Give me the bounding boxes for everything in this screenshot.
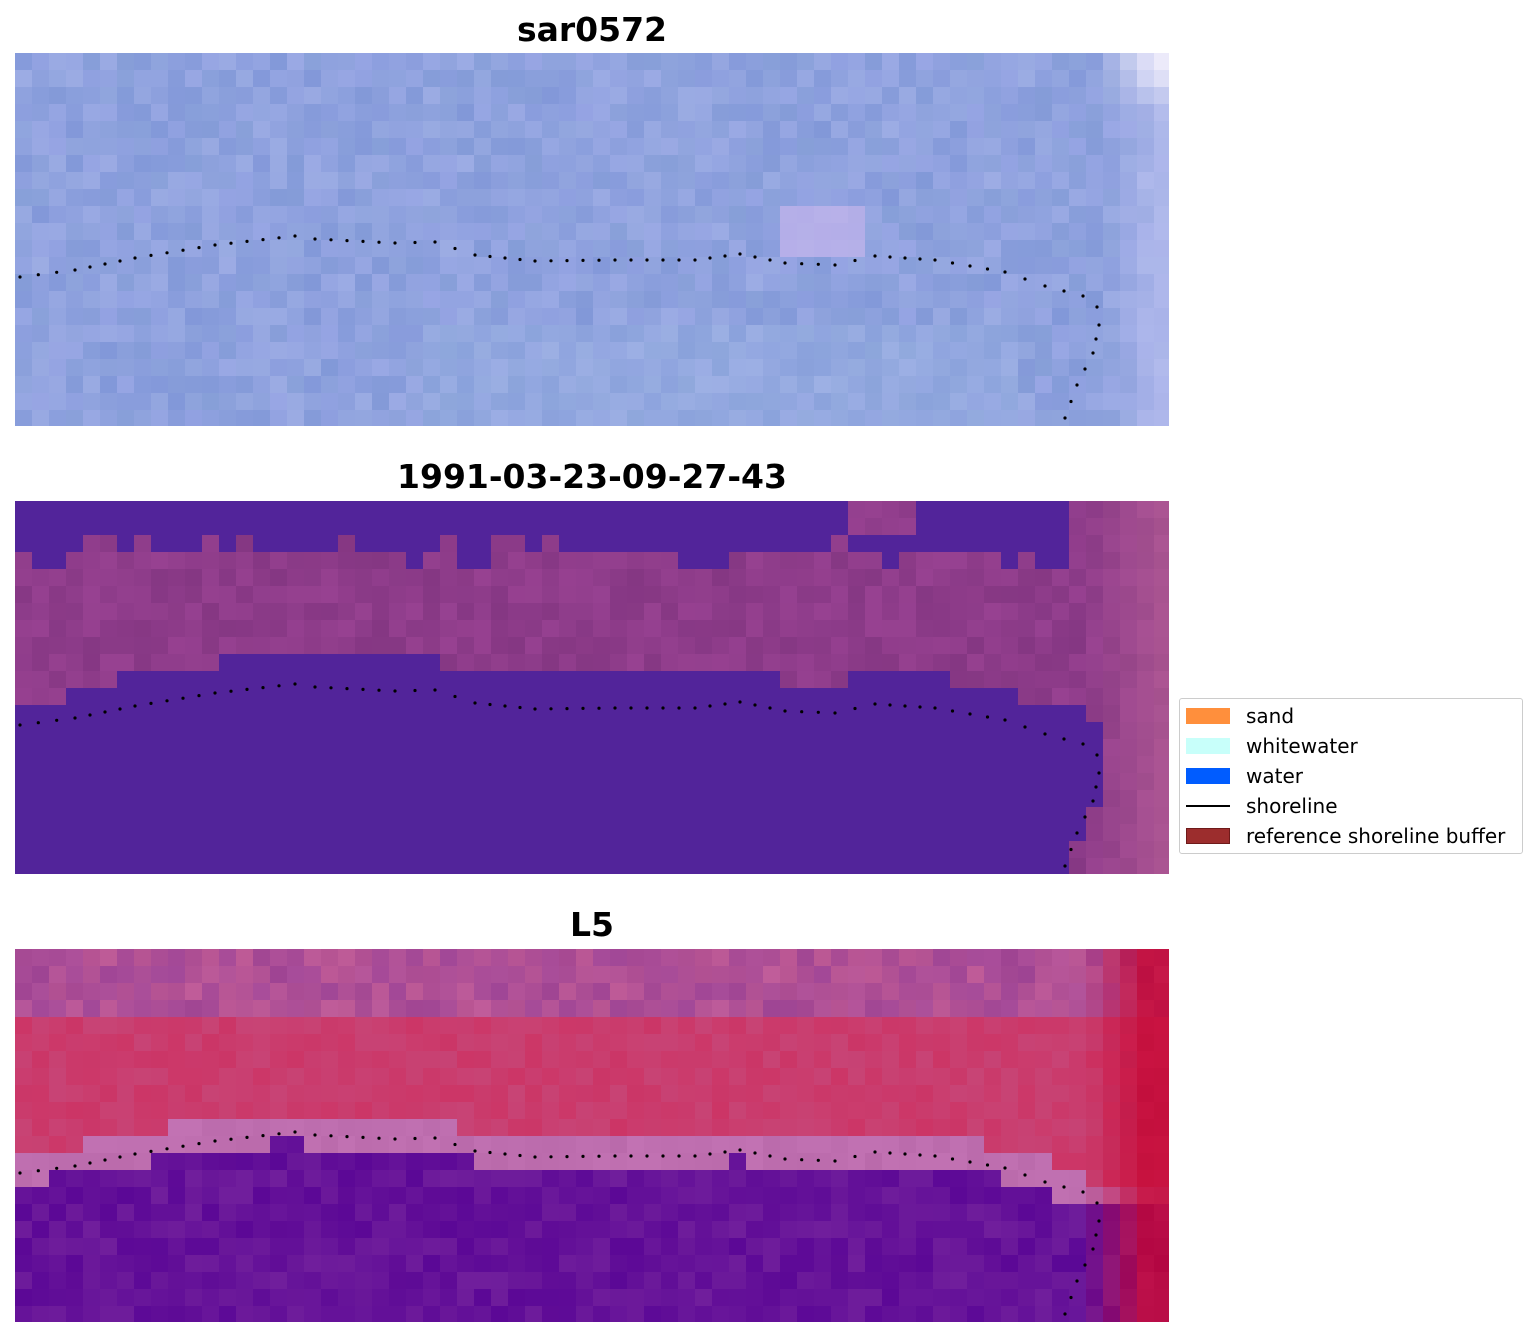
legend-label-reference-buffer: reference shoreline buffer bbox=[1246, 824, 1506, 848]
rgb-image-panel bbox=[15, 53, 1169, 426]
legend-label-sand: sand bbox=[1246, 704, 1295, 728]
legend-item-shoreline: shoreline bbox=[1186, 794, 1338, 818]
legend-label-shoreline: shoreline bbox=[1246, 794, 1338, 818]
legend-swatch-whitewater bbox=[1186, 738, 1230, 754]
classified-image bbox=[15, 501, 1169, 874]
classified-image-panel bbox=[15, 501, 1169, 874]
index-image bbox=[15, 949, 1169, 1322]
legend-item-sand: sand bbox=[1186, 704, 1294, 728]
shoreline-dots bbox=[18, 682, 1101, 868]
legend-label-water: water bbox=[1246, 764, 1303, 788]
legend-swatch-sand bbox=[1186, 708, 1230, 724]
rgb-pixels bbox=[15, 53, 1169, 426]
legend: sand whitewater water shoreline referenc… bbox=[1179, 698, 1523, 854]
legend-swatch-shoreline bbox=[1186, 805, 1230, 807]
index-pixels bbox=[15, 949, 1169, 1322]
legend-label-whitewater: whitewater bbox=[1246, 734, 1358, 758]
rgb-image bbox=[15, 53, 1169, 426]
panel-title-rgb: sar0572 bbox=[516, 10, 668, 49]
shoreline-dots bbox=[18, 234, 1101, 420]
legend-item-reference-buffer: reference shoreline buffer bbox=[1186, 824, 1505, 848]
panel-title-classified: 1991-03-23-09-27-43 bbox=[397, 457, 787, 496]
legend-swatch-reference-buffer bbox=[1186, 828, 1230, 844]
legend-item-whitewater: whitewater bbox=[1186, 734, 1358, 758]
shoreline-dots bbox=[18, 1130, 1101, 1316]
legend-swatch-water bbox=[1186, 768, 1230, 784]
legend-item-water: water bbox=[1186, 764, 1303, 788]
classified-pixels bbox=[15, 501, 1169, 874]
index-image-panel bbox=[15, 949, 1169, 1322]
panel-title-index: L5 bbox=[570, 905, 614, 944]
